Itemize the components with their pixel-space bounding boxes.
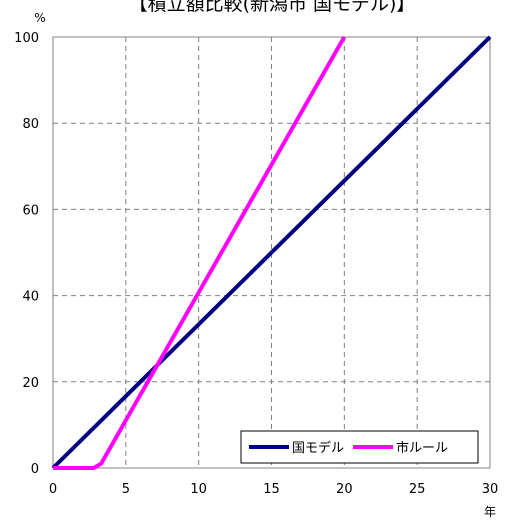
x-tick-label: 0 (49, 482, 57, 497)
legend-label-0: 国モデル (292, 440, 344, 456)
x-tick-label: 20 (336, 482, 353, 497)
grid-lines (53, 37, 490, 468)
x-tick-label: 10 (190, 482, 207, 497)
x-tick-label: 25 (409, 482, 426, 497)
series-line-0 (51, 35, 492, 470)
y-tick-label: 80 (22, 117, 39, 132)
y-tick-label: 40 (22, 290, 39, 305)
y-tick-label: 60 (22, 203, 39, 218)
x-tick-label: 5 (122, 482, 130, 497)
tick-labels: 0 5 10 15 20 25 30 0 20 40 60 80 100 (14, 31, 498, 497)
series-line-1 (53, 36, 347, 470)
y-tick-label: 0 (31, 462, 39, 477)
y-tick-label: 20 (22, 376, 39, 391)
legend-label-1: 市ルール (396, 440, 448, 456)
legend: 国モデル 市ルール (240, 430, 479, 464)
x-axis-unit: 年 (484, 505, 496, 519)
series-layer (51, 35, 492, 470)
y-axis-unit: % (34, 11, 45, 25)
chart-title: 【積立額比較(新潟市 国モデル)】 (129, 0, 416, 15)
x-tick-label: 15 (263, 482, 280, 497)
x-tick-label: 30 (482, 482, 499, 497)
y-tick-label: 100 (14, 31, 39, 46)
